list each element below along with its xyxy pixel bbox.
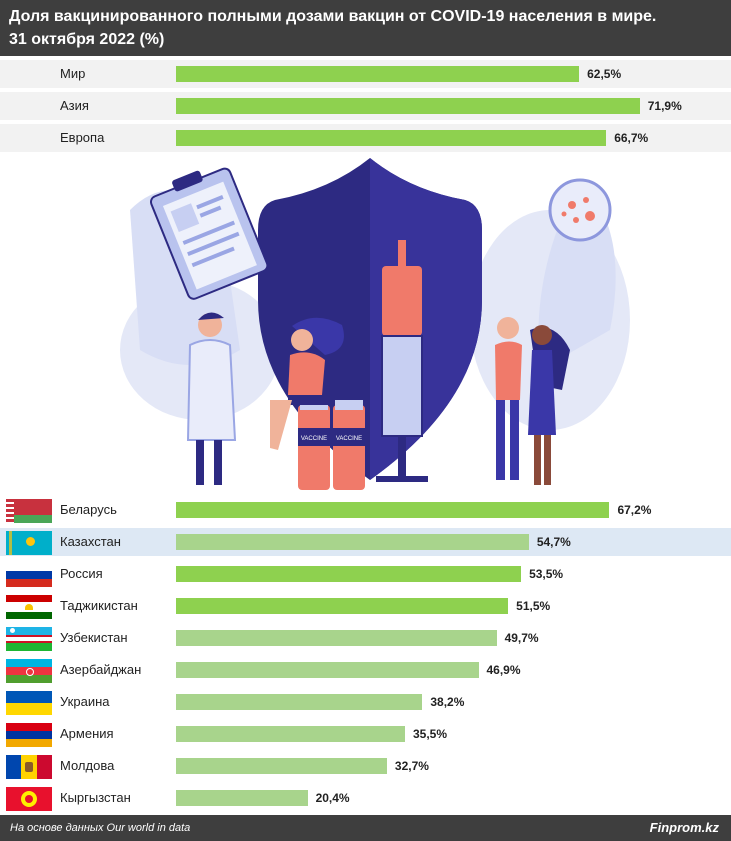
kazakhstan-flag	[6, 531, 52, 555]
bar	[176, 130, 607, 146]
value-label: 51,5%	[516, 599, 551, 613]
chart-row: Узбекистан 49,7%	[0, 624, 731, 652]
vaccine-vials-icon: VACCINE VACCINE	[298, 400, 365, 490]
moldova-flag	[6, 755, 52, 779]
uzbekistan-flag	[6, 627, 52, 651]
category-label: Узбекистан	[60, 630, 128, 645]
patient-figure	[270, 317, 344, 450]
category-label: Россия	[60, 566, 103, 581]
bar	[176, 502, 610, 518]
bar	[176, 630, 497, 646]
value-label: 38,2%	[430, 695, 465, 709]
bar	[176, 790, 308, 806]
value-label: 71,9%	[647, 99, 682, 113]
value-label: 35,5%	[412, 727, 447, 741]
bar	[176, 662, 479, 678]
bar	[176, 66, 580, 82]
tajikistan-flag	[6, 595, 52, 619]
chart-row: Беларусь 67,2%	[0, 496, 731, 524]
category-label: Таджикистан	[60, 598, 138, 613]
value-label: 54,7%	[536, 535, 571, 549]
data-source-note: На основе данных Our world in data	[10, 822, 191, 834]
chart-row: Азия 71,9%	[0, 92, 731, 120]
value-label: 53,5%	[529, 567, 564, 581]
category-label: Азия	[60, 98, 89, 113]
value-label: 20,4%	[315, 791, 350, 805]
armenia-flag	[6, 723, 52, 747]
syringe-icon	[376, 240, 428, 482]
value-label: 66,7%	[614, 131, 649, 145]
brand-logo-text: Finprom.kz	[649, 820, 719, 835]
chart-title: Доля вакцинированного полными дозами вак…	[9, 8, 657, 25]
bar	[176, 534, 529, 550]
doctor-figure	[186, 312, 237, 485]
category-label: Молдова	[60, 758, 115, 773]
people-figure	[495, 317, 570, 485]
bar	[176, 566, 522, 582]
bar	[176, 98, 640, 114]
value-label: 49,7%	[504, 631, 539, 645]
bar	[176, 598, 509, 614]
chart-row: Кыргызстан 20,4%	[0, 784, 731, 812]
chart-header: Доля вакцинированного полными дозами вак…	[0, 0, 731, 56]
clipboard-icon	[149, 167, 269, 300]
vaccination-illustration: VACCINE VACCINE	[120, 158, 630, 490]
chart-row: Молдова 32,7%	[0, 752, 731, 780]
chart-row: Мир 62,5%	[0, 60, 731, 88]
russia-flag	[6, 563, 52, 587]
chart-row: Украина 38,2%	[0, 688, 731, 716]
chart-row: Азербайджан 46,9%	[0, 656, 731, 684]
vial-label: VACCINE	[336, 436, 362, 442]
petri-dish-icon	[548, 178, 612, 242]
category-label: Кыргызстан	[60, 790, 131, 805]
bar	[176, 726, 405, 742]
value-label: 46,9%	[486, 663, 521, 677]
category-label: Украина	[60, 694, 110, 709]
chart-row: Армения 35,5%	[0, 720, 731, 748]
ukraine-flag	[6, 691, 52, 715]
value-label: 67,2%	[617, 503, 652, 517]
kyrgyzstan-flag	[6, 787, 52, 811]
chart-row: Таджикистан 51,5%	[0, 592, 731, 620]
chart-row: Казахстан 54,7%	[0, 528, 731, 556]
shield-icon	[258, 158, 482, 480]
chart-row: Европа 66,7%	[0, 124, 731, 152]
belarus-flag	[6, 499, 52, 523]
azerbaijan-flag	[6, 659, 52, 683]
category-label: Казахстан	[60, 534, 121, 549]
category-label: Европа	[60, 130, 105, 145]
bar	[176, 758, 387, 774]
bar	[176, 694, 423, 710]
category-label: Азербайджан	[60, 662, 142, 677]
value-label: 32,7%	[394, 759, 429, 773]
value-label: 62,5%	[587, 67, 622, 81]
chart-subtitle: 31 октября 2022 (%)	[9, 31, 165, 48]
category-label: Мир	[60, 66, 86, 81]
chart-footer: На основе данных Our world in data Finpr…	[0, 815, 731, 841]
category-label: Армения	[60, 726, 114, 741]
vial-label: VACCINE	[301, 436, 327, 442]
chart-row: Россия 53,5%	[0, 560, 731, 588]
category-label: Беларусь	[60, 502, 117, 517]
